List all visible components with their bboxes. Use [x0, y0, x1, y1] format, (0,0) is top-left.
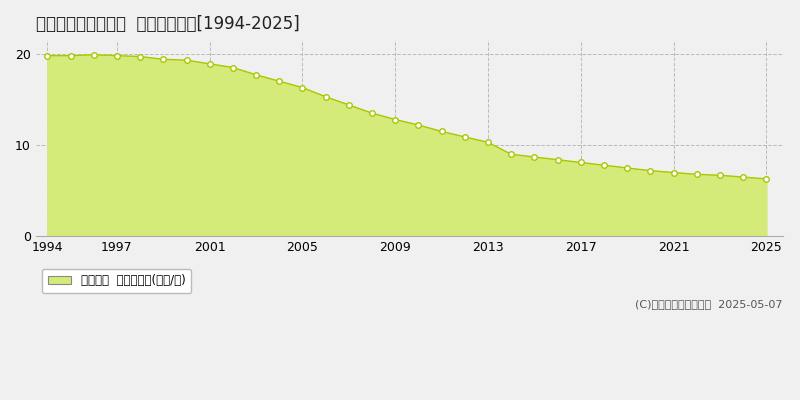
- Point: [87, 52, 100, 58]
- Point: [389, 116, 402, 123]
- Point: [342, 102, 355, 108]
- Point: [690, 171, 703, 178]
- Point: [644, 168, 657, 174]
- Point: [296, 84, 309, 91]
- Point: [64, 52, 77, 59]
- Point: [366, 110, 378, 116]
- Point: [598, 162, 610, 168]
- Point: [667, 169, 680, 176]
- Point: [435, 128, 448, 135]
- Point: [574, 159, 587, 166]
- Point: [621, 165, 634, 171]
- Point: [737, 174, 750, 180]
- Point: [250, 72, 262, 78]
- Point: [41, 52, 54, 59]
- Point: [482, 139, 494, 146]
- Legend: 公示地価  平均坪単価(万円/坪): 公示地価 平均坪単価(万円/坪): [42, 268, 191, 293]
- Point: [760, 176, 773, 182]
- Text: 東牟婁郡太地町太地  公示地価推移[1994-2025]: 東牟婁郡太地町太地 公示地価推移[1994-2025]: [36, 15, 299, 33]
- Point: [110, 52, 123, 59]
- Point: [528, 154, 541, 160]
- Point: [505, 151, 518, 158]
- Point: [134, 53, 146, 60]
- Point: [273, 78, 286, 84]
- Point: [412, 122, 425, 128]
- Text: (C)土地価格ドットコム  2025-05-07: (C)土地価格ドットコム 2025-05-07: [635, 299, 782, 309]
- Point: [714, 172, 726, 178]
- Point: [157, 56, 170, 62]
- Point: [226, 64, 239, 71]
- Point: [458, 134, 471, 140]
- Point: [551, 156, 564, 163]
- Point: [319, 94, 332, 100]
- Point: [180, 57, 193, 64]
- Point: [203, 61, 216, 67]
